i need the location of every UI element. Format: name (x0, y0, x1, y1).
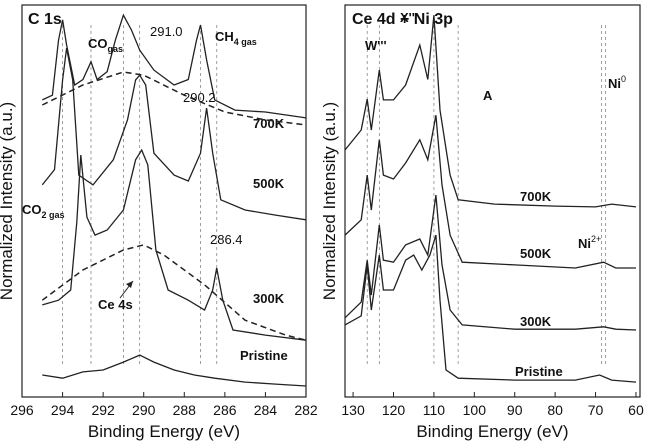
annotation-text: CO (88, 36, 108, 51)
fit-line (41, 244, 307, 341)
x-tick-label: 70 (588, 402, 604, 418)
annotation-text: CH (215, 29, 234, 44)
x-tick-label: 282 (294, 402, 318, 418)
annotation-text: 291.0 (150, 24, 183, 39)
x-tick-label: 100 (463, 402, 487, 418)
annotation: X''' (400, 10, 418, 25)
annotation-text: X''' (400, 10, 418, 25)
annotation: Ni0 (608, 74, 626, 91)
annotation: Ce 4s (98, 297, 133, 312)
x-tick-label: 110 (423, 402, 446, 418)
annotation-text: Ni (608, 76, 621, 91)
x-axis-title: Binding Energy (eV) (416, 422, 568, 441)
annotation-text: W''' (365, 38, 387, 53)
series-label: 500K (520, 246, 552, 261)
annotation-text: 286.4 (210, 232, 243, 247)
arrow-head (126, 281, 133, 288)
spectrum-line (344, 195, 637, 331)
series-label: 700K (520, 189, 552, 204)
annotation: COgas (88, 36, 123, 54)
annotation: Ni2+ (578, 234, 601, 251)
panel-title: C 1s (28, 11, 62, 28)
annotation-text: 290.2 (183, 90, 216, 105)
series-label: 500K (253, 176, 285, 191)
x-tick-label: 284 (254, 402, 278, 418)
x-tick-label: 296 (10, 402, 34, 418)
spectrum-line (41, 47, 307, 221)
annotation-sub: gas (108, 44, 124, 54)
x-tick-label: 60 (628, 402, 644, 418)
spectrum-line (344, 234, 637, 383)
x-tick-label: 286 (213, 402, 237, 418)
annotation: 286.4 (210, 232, 243, 247)
plot-frame (344, 4, 641, 398)
annotation-sub: 4 gas (234, 37, 257, 47)
series-label: Pristine (515, 364, 563, 379)
annotation: 291.0 (150, 24, 183, 39)
annotation: 290.2 (183, 90, 216, 105)
annotation-sup: 0 (621, 74, 626, 84)
annotation: W''' (365, 38, 387, 53)
annotation-sup: 2+ (591, 234, 601, 244)
annotation-text: Ce 4s (98, 297, 133, 312)
annotation-text: A (483, 88, 493, 103)
series-label: Pristine (240, 348, 288, 363)
x-tick-label: 90 (507, 402, 523, 418)
spectrum-line (42, 354, 307, 387)
annotation: A (483, 88, 493, 103)
spectrum-line (42, 13, 307, 119)
x-tick-label: 288 (173, 402, 197, 418)
x-tick-label: 290 (132, 402, 156, 418)
annotation: CH4 gas (215, 29, 257, 47)
annotation-text: CO (22, 202, 42, 217)
x-tick-label: 80 (547, 402, 563, 418)
spectrum-line (344, 15, 637, 208)
x-tick-label: 292 (91, 402, 115, 418)
panel-title: Ce 4d + Ni 3p (352, 11, 453, 28)
annotation: CO2 gas (22, 202, 65, 220)
spectrum-line (344, 115, 636, 269)
fit-line (41, 71, 307, 126)
x-tick-label: 120 (382, 402, 406, 418)
spectrum-line (42, 148, 307, 341)
y-axis-title: Normalized Intensity (a.u.) (0, 102, 16, 300)
plot-frame (21, 4, 307, 398)
x-tick-label: 130 (341, 402, 365, 418)
y-axis-title: Normalized Intensity (a.u.) (320, 102, 339, 300)
series-label: 300K (253, 291, 285, 306)
x-tick-label: 294 (51, 402, 75, 418)
x-axis-title: Binding Energy (eV) (88, 422, 240, 441)
annotation-sub: 2 gas (42, 210, 65, 220)
series-label: 300K (520, 314, 552, 329)
annotation-text: Ni (578, 236, 591, 251)
